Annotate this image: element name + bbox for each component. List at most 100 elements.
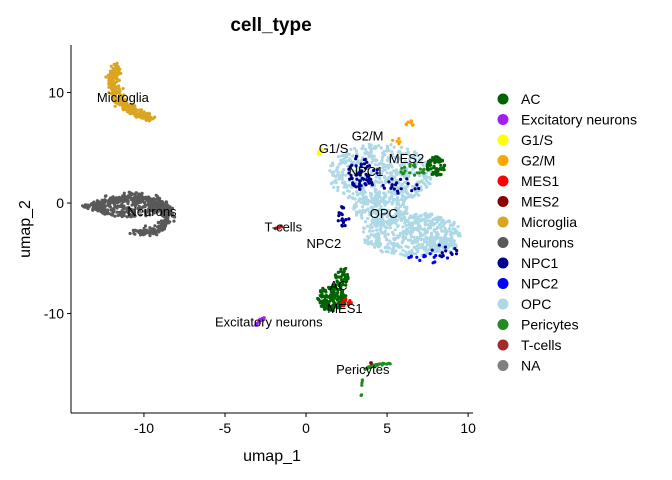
point-npc1 <box>454 252 459 256</box>
point-ac <box>336 297 340 301</box>
point-ac <box>333 304 338 308</box>
point-opc <box>407 195 411 199</box>
point-opc <box>420 218 424 222</box>
point-opc <box>377 233 381 237</box>
point-opc <box>392 237 396 242</box>
point-opc <box>425 237 429 241</box>
point-pericytes <box>381 361 385 366</box>
point-npc1 <box>387 180 391 184</box>
point-neurons <box>142 226 146 230</box>
point-ac <box>331 283 335 287</box>
point-npc1 <box>417 186 421 191</box>
point-opc <box>412 154 416 159</box>
point-npc1 <box>441 253 445 258</box>
point-opc <box>392 145 396 149</box>
legend-label: Excitatory neurons <box>521 112 637 128</box>
point-npc1 <box>337 214 341 218</box>
point-opc <box>411 252 416 256</box>
point-ac <box>329 287 333 291</box>
point-neurons <box>96 206 100 210</box>
point-ac <box>316 297 320 301</box>
point-opc <box>428 244 432 248</box>
cluster-label-opc: OPC <box>370 206 398 221</box>
point-opc <box>401 225 405 229</box>
point-opc <box>422 237 426 242</box>
point-opc <box>425 219 429 223</box>
point-opc <box>416 248 420 252</box>
point-opc <box>347 194 352 198</box>
point-opc <box>363 238 367 242</box>
cluster-label-g2-m: G2/M <box>352 129 384 144</box>
point-ac <box>322 294 326 298</box>
point-npc1 <box>375 171 379 175</box>
point-ac <box>338 305 342 309</box>
legend-swatch <box>497 134 509 146</box>
point-microglia <box>129 109 133 113</box>
point-opc <box>388 218 393 222</box>
point-neurons <box>143 209 147 213</box>
point-neurons <box>132 231 136 235</box>
legend-label: T-cells <box>521 337 561 353</box>
point-opc <box>428 242 432 246</box>
point-pericytes <box>408 171 412 175</box>
point-opc <box>353 146 357 151</box>
point-neurons <box>125 195 129 200</box>
point-microglia <box>147 119 151 123</box>
point-opc <box>387 211 391 215</box>
point-npc1 <box>444 249 448 253</box>
point-opc <box>380 158 384 163</box>
point-opc <box>436 236 440 240</box>
point-neurons <box>163 214 167 218</box>
point-microglia <box>108 84 113 88</box>
point-npc1 <box>355 177 359 181</box>
point-npc1 <box>369 177 373 182</box>
point-opc <box>390 215 395 219</box>
point-ac <box>332 291 336 295</box>
point-ac <box>438 172 442 177</box>
point-opc <box>376 209 380 213</box>
point-npc2 <box>407 256 411 260</box>
point-opc <box>452 240 456 244</box>
point-opc <box>356 193 360 197</box>
point-opc <box>366 238 370 243</box>
point-neurons <box>137 192 141 196</box>
point-ac <box>319 299 324 303</box>
legend-label: MES1 <box>521 173 559 189</box>
point-opc <box>423 174 427 178</box>
point-opc <box>399 245 403 249</box>
point-neurons <box>131 196 135 200</box>
point-microglia <box>125 107 129 111</box>
point-opc <box>336 188 340 193</box>
point-opc <box>416 154 420 158</box>
point-npc1 <box>405 177 409 181</box>
point-opc <box>351 169 355 173</box>
legend-label: NPC2 <box>521 276 559 292</box>
point-microglia <box>131 106 135 110</box>
point-pericytes <box>359 393 363 397</box>
point-opc <box>376 163 381 167</box>
point-npc1 <box>360 176 364 180</box>
point-opc <box>380 250 384 254</box>
point-neurons <box>133 192 137 196</box>
point-opc <box>344 153 348 157</box>
point-opc <box>443 239 448 243</box>
point-opc <box>398 234 402 238</box>
point-opc <box>394 249 398 253</box>
point-ac <box>436 158 440 163</box>
point-neurons <box>111 210 115 214</box>
point-opc <box>390 248 394 252</box>
point-opc <box>345 185 349 189</box>
x-tick-label: 10 <box>460 420 476 436</box>
point-opc <box>367 210 371 214</box>
point-opc <box>377 180 381 184</box>
point-npc1 <box>455 249 459 253</box>
y-axis-ticks: -10 0 10 <box>44 85 71 322</box>
point-ac <box>343 275 347 279</box>
point-pericytes <box>408 164 412 168</box>
point-opc <box>450 223 455 227</box>
point-neurons <box>158 205 162 209</box>
point-opc <box>423 231 427 235</box>
point-neurons <box>81 204 85 208</box>
point-opc <box>450 237 454 241</box>
point-ac <box>324 306 328 310</box>
